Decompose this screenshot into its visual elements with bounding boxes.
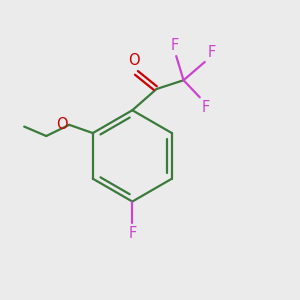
Text: F: F <box>201 100 209 115</box>
Text: F: F <box>208 45 216 60</box>
Text: F: F <box>171 38 179 53</box>
Text: O: O <box>128 53 140 68</box>
Text: F: F <box>128 226 136 241</box>
Text: O: O <box>56 117 68 132</box>
